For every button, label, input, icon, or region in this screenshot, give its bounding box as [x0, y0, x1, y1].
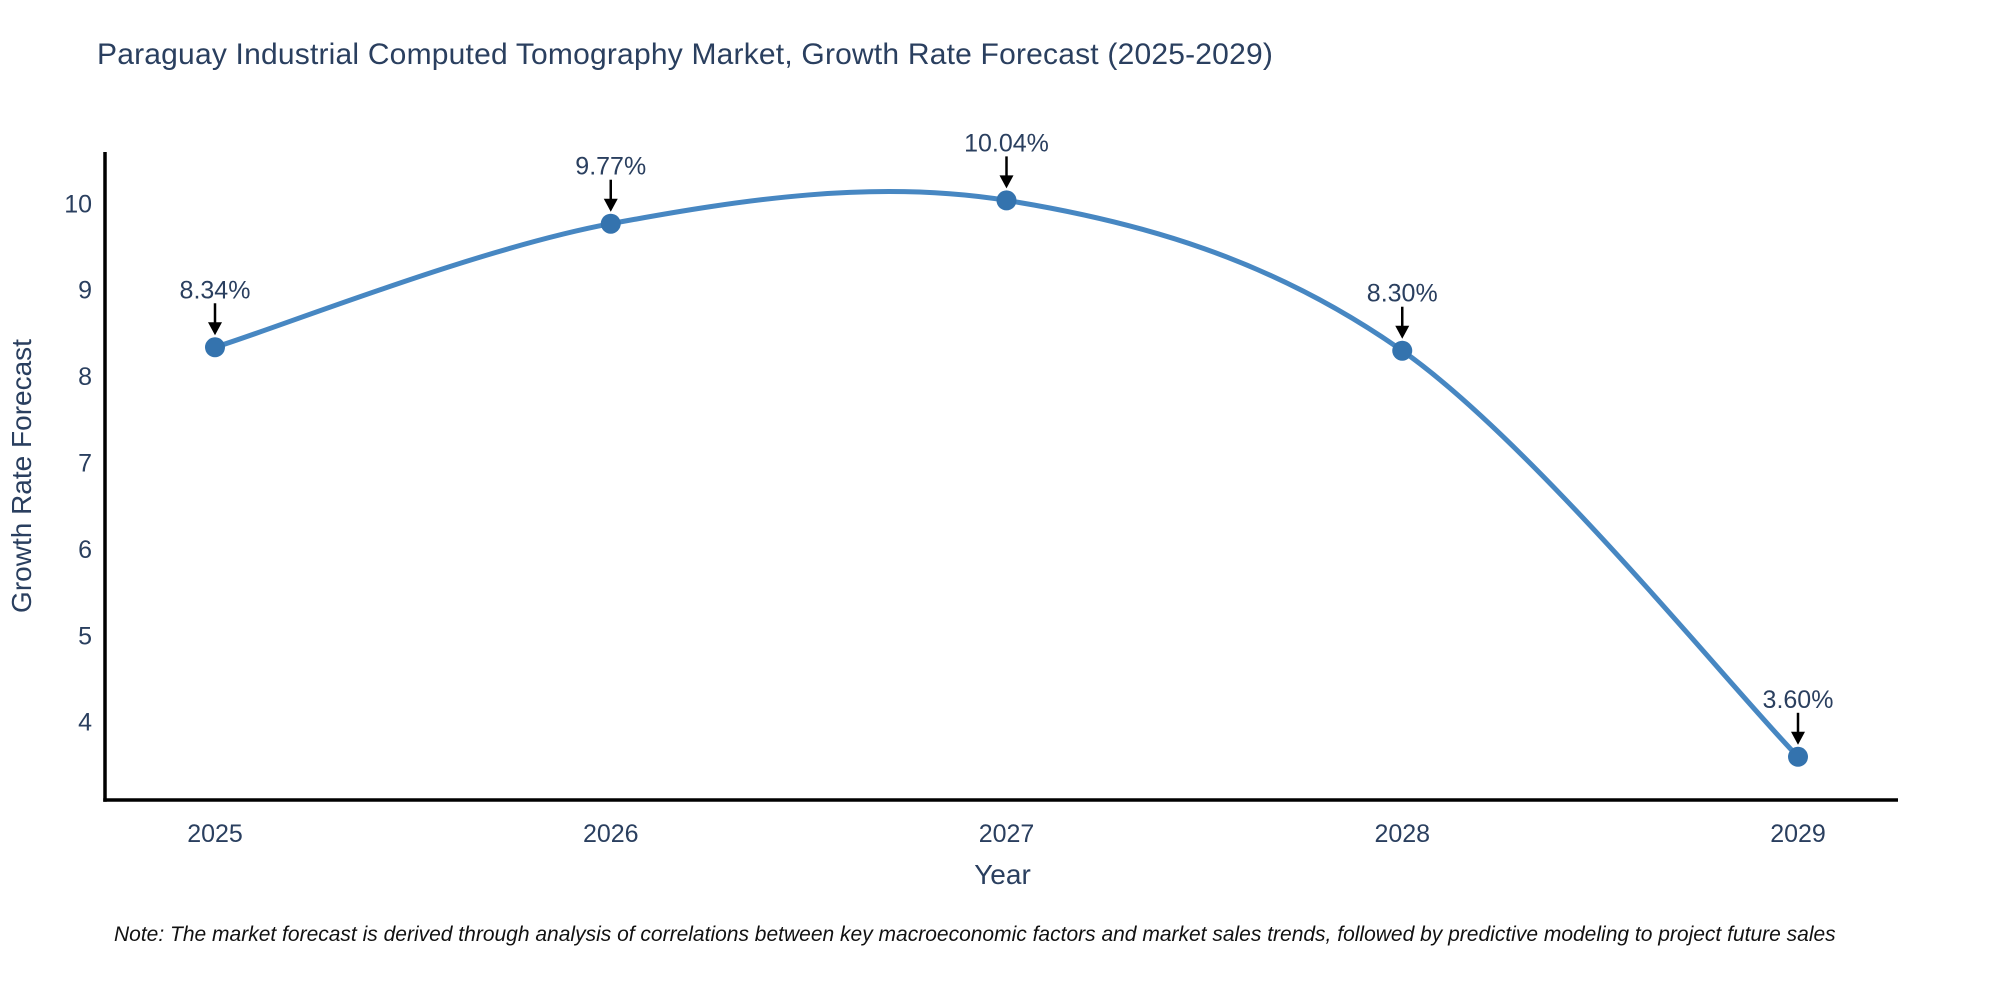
x-tick-label: 2028 [1374, 820, 1430, 848]
data-point-marker[interactable] [600, 213, 621, 234]
annotation-label: 10.04% [964, 129, 1049, 157]
footnote: Note: The market forecast is derived thr… [114, 923, 1836, 946]
chart-title: Paraguay Industrial Computed Tomography … [97, 38, 1274, 71]
y-tick-label: 4 [78, 709, 92, 737]
y-tick-label: 8 [78, 363, 92, 391]
x-tick-label: 2027 [979, 820, 1035, 848]
annotation-label: 8.34% [180, 276, 251, 304]
annotation-label: 3.60% [1763, 686, 1834, 714]
data-point-marker[interactable] [1392, 340, 1413, 361]
y-tick-label: 10 [64, 190, 92, 218]
y-tick-label: 6 [78, 536, 92, 564]
annotation-label: 8.30% [1367, 280, 1438, 308]
annotation-arrowhead [603, 198, 618, 212]
y-axis-label: Growth Rate Forecast [6, 339, 37, 613]
annotation-arrowhead [1395, 325, 1410, 339]
x-tick-label: 2025 [187, 820, 243, 848]
y-tick-label: 9 [78, 277, 92, 305]
annotation-label: 9.77% [575, 153, 646, 181]
data-point-marker[interactable] [996, 190, 1017, 211]
y-tick-label: 7 [78, 450, 92, 478]
annotation-arrowhead [208, 322, 222, 336]
x-tick-label: 2029 [1770, 820, 1826, 848]
x-tick-label: 2026 [583, 820, 639, 848]
annotation-arrowhead [1791, 731, 1805, 745]
data-point-marker[interactable] [205, 337, 225, 358]
y-tick-label: 5 [78, 622, 92, 650]
x-axis-label: Year [974, 859, 1031, 890]
annotation-arrowhead [999, 175, 1014, 189]
series-line [212, 188, 1801, 760]
data-point-marker[interactable] [1788, 746, 1808, 767]
